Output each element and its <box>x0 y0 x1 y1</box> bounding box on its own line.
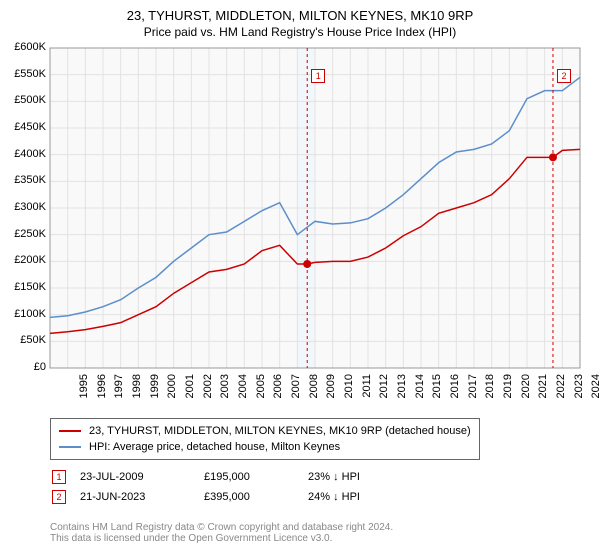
table-row: 2 21-JUN-2023£395,00024% ↓ HPI <box>52 488 372 506</box>
y-tick-label: £250K <box>2 228 46 240</box>
plot-svg <box>50 48 580 368</box>
x-tick-label: 2024 <box>590 374 600 404</box>
x-tick-label: 2019 <box>502 374 514 404</box>
y-tick-label: £0 <box>2 361 46 373</box>
sale-delta: 24% ↓ HPI <box>308 488 372 506</box>
y-tick-label: £600K <box>2 41 46 53</box>
chart-marker-label: 2 <box>557 69 571 83</box>
table-marker: 1 <box>52 470 66 484</box>
x-tick-label: 2005 <box>255 374 267 404</box>
sales-table: 1 23-JUL-2009£195,00023% ↓ HPI 2 21-JUN-202… <box>50 466 374 508</box>
x-tick-label: 2003 <box>219 374 231 404</box>
x-tick-label: 2018 <box>484 374 496 404</box>
y-tick-label: £300K <box>2 201 46 213</box>
table-row: 1 23-JUL-2009£195,00023% ↓ HPI <box>52 468 372 486</box>
chart-title: 23, TYHURST, MIDDLETON, MILTON KEYNES, M… <box>0 0 600 23</box>
y-tick-label: £550K <box>2 68 46 80</box>
x-tick-label: 2001 <box>184 374 196 404</box>
attribution-line1: Contains HM Land Registry data © Crown c… <box>50 522 393 533</box>
table-marker: 2 <box>52 490 66 504</box>
x-tick-label: 2016 <box>449 374 461 404</box>
x-tick-label: 2008 <box>308 374 320 404</box>
legend-box: 23, TYHURST, MIDDLETON, MILTON KEYNES, M… <box>50 418 480 460</box>
x-tick-label: 2020 <box>520 374 532 404</box>
x-tick-label: 2000 <box>166 374 178 404</box>
x-tick-label: 1998 <box>131 374 143 404</box>
x-tick-label: 2011 <box>361 374 373 404</box>
x-tick-label: 2006 <box>272 374 284 404</box>
x-tick-label: 2015 <box>431 374 443 404</box>
x-tick-label: 2012 <box>378 374 390 404</box>
attribution-text: Contains HM Land Registry data © Crown c… <box>50 522 393 544</box>
sale-date: 21-JUN-2023 <box>80 488 202 506</box>
y-tick-label: £200K <box>2 254 46 266</box>
x-tick-label: 2009 <box>325 374 337 404</box>
legend-label: 23, TYHURST, MIDDLETON, MILTON KEYNES, M… <box>89 425 471 437</box>
x-tick-label: 1996 <box>96 374 108 404</box>
legend-swatch <box>59 446 81 448</box>
x-tick-label: 1995 <box>78 374 90 404</box>
y-tick-label: £100K <box>2 308 46 320</box>
y-tick-label: £150K <box>2 281 46 293</box>
x-tick-label: 2013 <box>396 374 408 404</box>
y-tick-label: £350K <box>2 174 46 186</box>
x-tick-label: 2004 <box>237 374 249 404</box>
y-tick-label: £400K <box>2 148 46 160</box>
x-tick-label: 2014 <box>414 374 426 404</box>
x-tick-label: 1999 <box>149 374 161 404</box>
chart-marker-label: 1 <box>311 69 325 83</box>
sale-price: £195,000 <box>204 468 306 486</box>
chart-subtitle: Price paid vs. HM Land Registry's House … <box>0 23 600 39</box>
x-tick-label: 2010 <box>343 374 355 404</box>
legend-item: HPI: Average price, detached house, Milt… <box>59 439 471 455</box>
x-tick-label: 2022 <box>555 374 567 404</box>
x-tick-label: 2021 <box>537 374 549 404</box>
y-tick-label: £450K <box>2 121 46 133</box>
sale-delta: 23% ↓ HPI <box>308 468 372 486</box>
x-tick-label: 2007 <box>290 374 302 404</box>
chart-area: £0£50K£100K£150K£200K£250K£300K£350K£400… <box>50 48 580 368</box>
sale-date: 23-JUL-2009 <box>80 468 202 486</box>
x-tick-label: 1997 <box>113 374 125 404</box>
legend-item: 23, TYHURST, MIDDLETON, MILTON KEYNES, M… <box>59 423 471 439</box>
y-tick-label: £500K <box>2 94 46 106</box>
x-tick-label: 2002 <box>202 374 214 404</box>
sale-price: £395,000 <box>204 488 306 506</box>
legend-swatch <box>59 430 81 432</box>
attribution-line2: This data is licensed under the Open Gov… <box>50 533 393 544</box>
x-tick-label: 2023 <box>573 374 585 404</box>
legend-label: HPI: Average price, detached house, Milt… <box>89 441 340 453</box>
x-tick-label: 2017 <box>467 374 479 404</box>
y-tick-label: £50K <box>2 334 46 346</box>
